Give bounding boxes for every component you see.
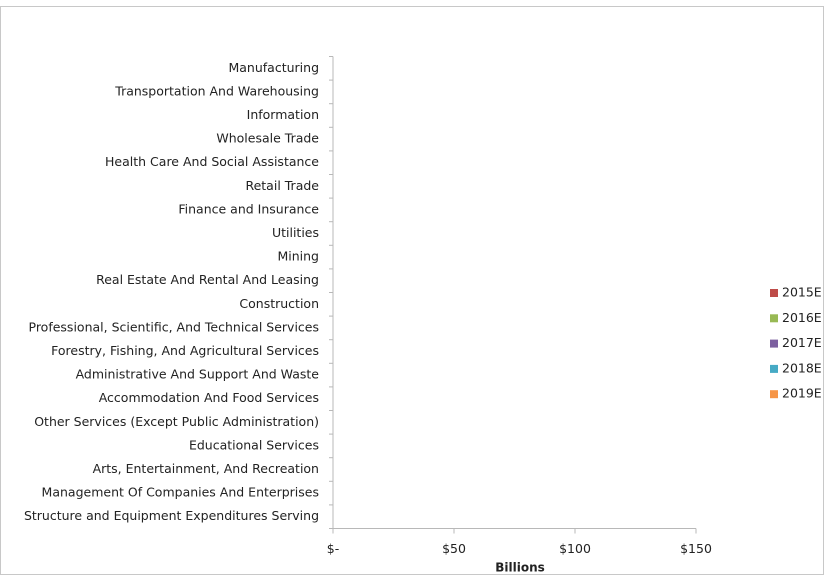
x-tick-label: $150 [680,541,712,556]
legend-label: 2019E [782,386,822,401]
legend-label: 2015E [782,285,822,300]
legend-label: 2016E [782,310,822,325]
y-tick-label: Retail Trade [245,178,319,193]
y-tick-label: Arts, Entertainment, And Recreation [93,461,319,476]
y-tick-label: Forestry, Fishing, And Agricultural Serv… [51,343,319,358]
y-tick-label: Professional, Scientific, And Technical … [29,319,320,334]
y-tick-label: Educational Services [189,437,319,452]
legend-label: 2017E [782,335,822,350]
x-axis-label: Billions [495,561,545,575]
y-tick-label: Construction [239,296,319,311]
y-tick-label: Utilities [272,225,319,240]
x-tick-label: $- [327,541,339,556]
y-tick-label: Transportation And Warehousing [114,83,319,98]
y-tick-label: Accommodation And Food Services [99,390,319,405]
y-tick-label: Structure and Equipment Expenditures Ser… [24,508,319,523]
y-tick-label: Other Services (Except Public Administra… [34,414,319,429]
y-tick-label: Manufacturing [228,60,319,75]
legend-swatch [770,314,778,323]
y-tick-label: Information [247,107,319,122]
legend-swatch [770,364,778,373]
legend-label: 2018E [782,360,822,375]
legend-swatch [770,289,778,297]
y-tick-label: Finance and Insurance [178,201,319,216]
x-tick-label: $100 [559,541,591,556]
y-tick-label: Health Care And Social Assistance [105,154,319,169]
legend-swatch [770,390,778,399]
y-tick-label: Administrative And Support And Waste [76,367,320,382]
y-tick-label: Management Of Companies And Enterprises [42,485,319,500]
y-tick-label: Mining [277,249,319,264]
legend-swatch [770,339,778,348]
chart-border [0,6,824,575]
y-tick-label: Real Estate And Rental And Leasing [96,272,319,287]
y-tick-label: Wholesale Trade [216,131,319,146]
x-tick-label: $50 [442,541,466,556]
